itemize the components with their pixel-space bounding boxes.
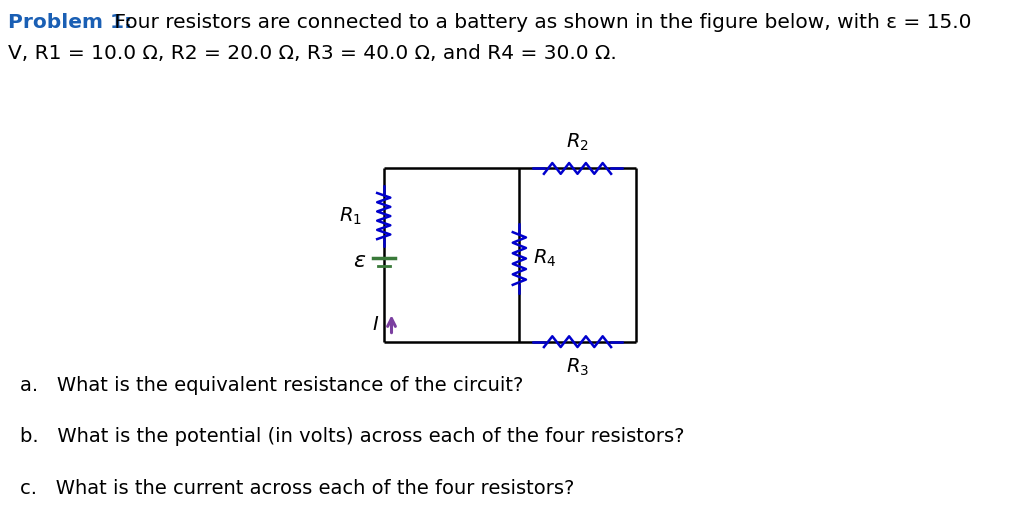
- Text: $R_2$: $R_2$: [566, 132, 589, 153]
- Text: $I$: $I$: [372, 316, 379, 335]
- Text: $R_3$: $R_3$: [566, 357, 589, 378]
- Text: $R_1$: $R_1$: [339, 206, 362, 227]
- Text: c.   What is the current across each of the four resistors?: c. What is the current across each of th…: [20, 479, 574, 498]
- Text: $\varepsilon$: $\varepsilon$: [353, 250, 367, 272]
- Text: Problem 1:: Problem 1:: [8, 13, 132, 32]
- Text: V, R1 = 10.0 Ω, R2 = 20.0 Ω, R3 = 40.0 Ω, and R4 = 30.0 Ω.: V, R1 = 10.0 Ω, R2 = 20.0 Ω, R3 = 40.0 Ω…: [8, 44, 616, 63]
- Text: $R_4$: $R_4$: [534, 248, 557, 269]
- Text: Four resistors are connected to a battery as shown in the figure below, with ε =: Four resistors are connected to a batter…: [108, 13, 971, 32]
- Text: a.   What is the equivalent resistance of the circuit?: a. What is the equivalent resistance of …: [20, 376, 524, 395]
- Text: b.   What is the potential (in volts) across each of the four resistors?: b. What is the potential (in volts) acro…: [20, 427, 685, 447]
